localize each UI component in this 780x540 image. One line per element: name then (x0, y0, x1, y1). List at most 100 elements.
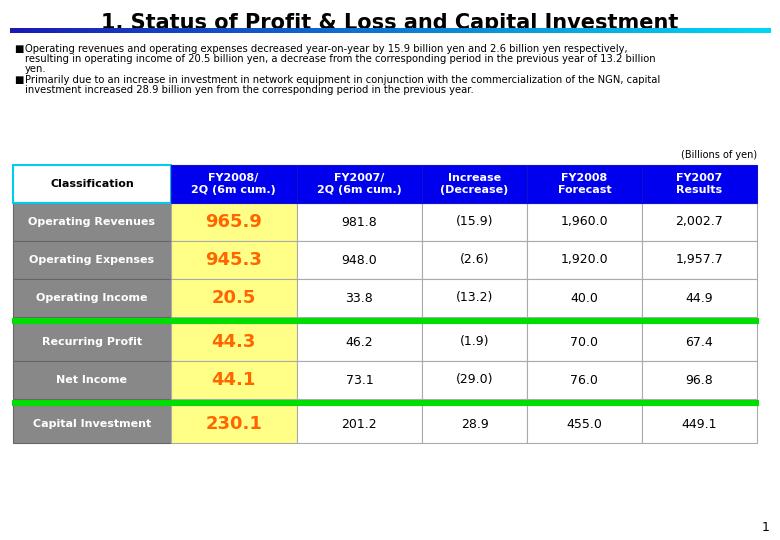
Bar (766, 28, 771, 33)
Bar (171, 323, 296, 361)
Bar (147, 28, 151, 33)
Bar (13, 165, 171, 203)
Bar (690, 28, 694, 33)
Bar (489, 28, 493, 33)
Bar (254, 28, 257, 33)
Bar (417, 28, 421, 33)
Bar (314, 28, 318, 33)
Bar (90, 28, 94, 33)
Bar (542, 28, 546, 33)
Bar (264, 28, 269, 33)
Bar (485, 28, 489, 33)
Bar (287, 28, 292, 33)
Bar (642, 361, 757, 399)
Bar (154, 28, 158, 33)
Bar (51, 28, 56, 33)
Bar (158, 28, 162, 33)
Bar (189, 28, 193, 33)
Bar (641, 28, 645, 33)
Bar (37, 28, 41, 33)
Bar (173, 28, 178, 33)
Bar (629, 28, 633, 33)
Bar (526, 279, 642, 317)
Bar (409, 28, 413, 33)
Bar (743, 28, 748, 33)
Bar (13, 279, 171, 317)
Bar (725, 28, 729, 33)
Bar (86, 28, 90, 33)
Text: FY2008/
2Q (6m cum.): FY2008/ 2Q (6m cum.) (191, 173, 276, 195)
Text: investment increased 28.9 billion yen from the corresponding period in the previ: investment increased 28.9 billion yen fr… (25, 85, 473, 95)
Bar (181, 28, 186, 33)
Text: 20.5: 20.5 (211, 289, 256, 307)
Bar (284, 28, 288, 33)
Bar (599, 28, 603, 33)
Text: 201.2: 201.2 (342, 417, 378, 430)
Bar (356, 28, 360, 33)
Bar (583, 28, 588, 33)
Bar (132, 28, 136, 33)
Bar (204, 28, 208, 33)
Text: Primarily due to an increase in investment in network equipment in conjunction w: Primarily due to an increase in investme… (25, 75, 660, 85)
Bar (526, 405, 642, 443)
Text: Operating revenues and operating expenses decreased year-on-year by 15.9 billion: Operating revenues and operating expense… (25, 44, 628, 54)
Bar (337, 28, 341, 33)
Bar (642, 203, 757, 241)
Bar (435, 28, 440, 33)
Bar (171, 241, 296, 279)
Bar (378, 28, 383, 33)
Bar (644, 28, 649, 33)
Text: FY2007/
2Q (6m cum.): FY2007/ 2Q (6m cum.) (317, 173, 402, 195)
Bar (215, 28, 219, 33)
Bar (682, 28, 687, 33)
Bar (679, 28, 683, 33)
Bar (470, 28, 474, 33)
Bar (648, 28, 653, 33)
Bar (367, 28, 371, 33)
Bar (75, 28, 79, 33)
Bar (717, 28, 721, 33)
Bar (112, 28, 117, 33)
Bar (341, 28, 345, 33)
Bar (139, 28, 144, 33)
Bar (709, 28, 714, 33)
Bar (41, 28, 44, 33)
Bar (166, 28, 170, 33)
Bar (642, 241, 757, 279)
Bar (307, 28, 310, 33)
Text: FY2007
Results: FY2007 Results (676, 173, 722, 195)
Text: 44.3: 44.3 (211, 333, 256, 351)
Bar (21, 28, 26, 33)
Bar (523, 28, 527, 33)
Bar (561, 28, 565, 33)
Bar (371, 28, 375, 33)
Text: 455.0: 455.0 (566, 417, 602, 430)
Text: 40.0: 40.0 (570, 292, 598, 305)
Bar (169, 28, 174, 33)
Text: 28.9: 28.9 (461, 417, 488, 430)
Bar (550, 28, 554, 33)
Bar (120, 28, 125, 33)
Bar (422, 279, 526, 317)
Bar (732, 28, 736, 33)
Bar (296, 323, 422, 361)
Text: 948.0: 948.0 (342, 253, 378, 267)
Bar (143, 28, 147, 33)
Bar (268, 28, 273, 33)
Bar (553, 28, 558, 33)
Text: resulting in operating income of 20.5 billion yen, a decrease from the correspon: resulting in operating income of 20.5 bi… (25, 54, 656, 64)
Bar (136, 28, 140, 33)
Text: Recurring Profit: Recurring Profit (42, 337, 142, 347)
Text: yen.: yen. (25, 64, 47, 74)
Text: 1,957.7: 1,957.7 (675, 253, 723, 267)
Text: 70.0: 70.0 (570, 335, 598, 348)
Bar (422, 405, 526, 443)
Text: ■: ■ (14, 75, 23, 85)
Text: 2,002.7: 2,002.7 (675, 215, 723, 228)
Bar (230, 28, 235, 33)
Bar (526, 28, 531, 33)
Bar (98, 28, 101, 33)
Bar (128, 28, 132, 33)
Bar (652, 28, 657, 33)
Bar (223, 28, 227, 33)
